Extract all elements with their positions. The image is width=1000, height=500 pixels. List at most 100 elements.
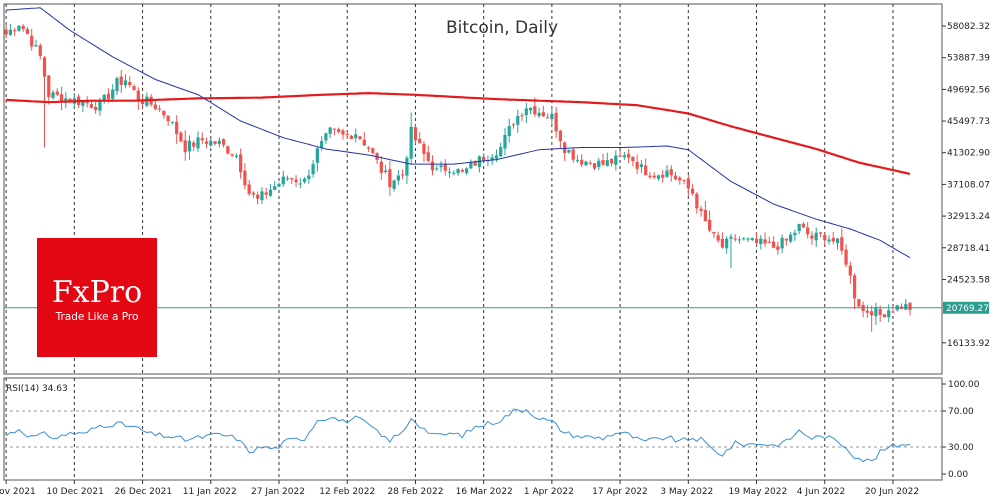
x-tick-label: 20 Jun 2022 [865, 487, 919, 497]
candle-body [460, 169, 464, 172]
candle-body [695, 193, 699, 209]
candle-body [580, 159, 584, 165]
candle-body [550, 113, 554, 119]
candle-body [179, 132, 183, 142]
x-tick-label: 27 Jan 2022 [251, 487, 305, 497]
candle-body [166, 115, 170, 122]
candle-body [345, 134, 349, 136]
candle-body [426, 152, 430, 161]
candle-body [469, 162, 473, 169]
candle-body [844, 249, 848, 265]
candle-body [482, 156, 486, 162]
candle-body [503, 134, 507, 149]
candle-body [797, 223, 801, 232]
candle-body [456, 169, 460, 174]
y-tick-label: 49692.56 [947, 85, 990, 95]
candle-body [332, 128, 337, 130]
candle-body [814, 232, 818, 241]
candle-body [13, 30, 17, 32]
candle-body [541, 112, 545, 117]
last-price-badge [943, 301, 989, 314]
candle-body [848, 265, 852, 276]
candle-body [891, 311, 895, 313]
candle-body [175, 121, 179, 135]
candle-body [136, 90, 140, 101]
y-tick-label: 32913.24 [947, 212, 990, 222]
candle-body [635, 161, 639, 169]
candle-body [413, 127, 418, 141]
sma-fast-line [6, 7, 911, 259]
candle-body [622, 155, 626, 158]
candle-body [379, 161, 383, 173]
y-tick-label: 41302.90 [947, 149, 990, 159]
candle-body [614, 155, 618, 165]
candle-body [720, 238, 725, 248]
candle-body [311, 163, 315, 175]
candle-body [140, 99, 145, 105]
candle-body [196, 137, 200, 149]
candle-body [94, 106, 98, 111]
candle-body [170, 121, 175, 123]
candle-body [132, 86, 136, 91]
candle-body [511, 124, 516, 126]
candle-body [878, 309, 882, 315]
candle-body [771, 241, 776, 248]
price-panel: 58082.32 53887.39 49692.56 45497.73 41302.90… [3, 3, 990, 375]
candle-body [337, 129, 341, 133]
candle-body [21, 25, 25, 30]
candle-body [507, 125, 511, 137]
candle-body [464, 168, 469, 173]
candle-body [418, 138, 422, 144]
candle-body [81, 101, 85, 106]
candle-body [567, 149, 571, 153]
candle-body [558, 130, 563, 142]
candle-body [315, 148, 319, 163]
x-tick-label: 16 Mar 2022 [456, 487, 513, 497]
candle-body [754, 238, 759, 243]
candle-body [452, 172, 456, 174]
candle-body [328, 127, 332, 134]
rsi-y-tick-label: 30.00 [948, 443, 974, 453]
candle-body [115, 78, 119, 92]
rsi-y-tick-label: 70.00 [948, 407, 974, 417]
candle-body [38, 45, 42, 56]
candle-body [545, 117, 550, 119]
candle-body [639, 164, 644, 168]
candle-body [251, 192, 256, 195]
candle-body [209, 140, 213, 146]
candle-body [430, 161, 435, 171]
candle-body [516, 116, 520, 125]
candle-body [699, 208, 703, 211]
candle-body [162, 110, 166, 116]
candle-body [30, 35, 34, 47]
candle-body [852, 275, 857, 299]
candle-body [396, 175, 401, 181]
candle-body [187, 140, 192, 152]
candle-body [742, 238, 746, 240]
candle-body [494, 155, 499, 159]
candle-body [827, 239, 831, 242]
candle-body [264, 192, 268, 195]
candle-body [857, 299, 861, 307]
y-tick-label: 53887.39 [947, 54, 990, 64]
x-tick-label: 4 Jun 2022 [797, 487, 845, 497]
fxpro-logo: FxPro Trade Like a Pro [37, 238, 157, 357]
candle-body [358, 136, 362, 140]
candle-body [273, 186, 277, 190]
candle-body [874, 307, 878, 317]
candle-body [447, 171, 452, 173]
candle-body [759, 238, 763, 245]
candle-body [631, 156, 635, 162]
candle-body [260, 191, 264, 201]
candle-body [601, 160, 605, 165]
candle-body [320, 140, 324, 148]
candle-body [285, 178, 290, 180]
candle-body [537, 112, 541, 117]
rsi-title: RSI(14) 34.63 [6, 384, 68, 394]
candle-body [656, 175, 661, 179]
candle-body [302, 178, 307, 182]
candle-body [627, 154, 631, 158]
candle-body [686, 178, 690, 189]
candle-body [725, 238, 729, 249]
x-tick-label: 19 May 2022 [729, 487, 788, 497]
